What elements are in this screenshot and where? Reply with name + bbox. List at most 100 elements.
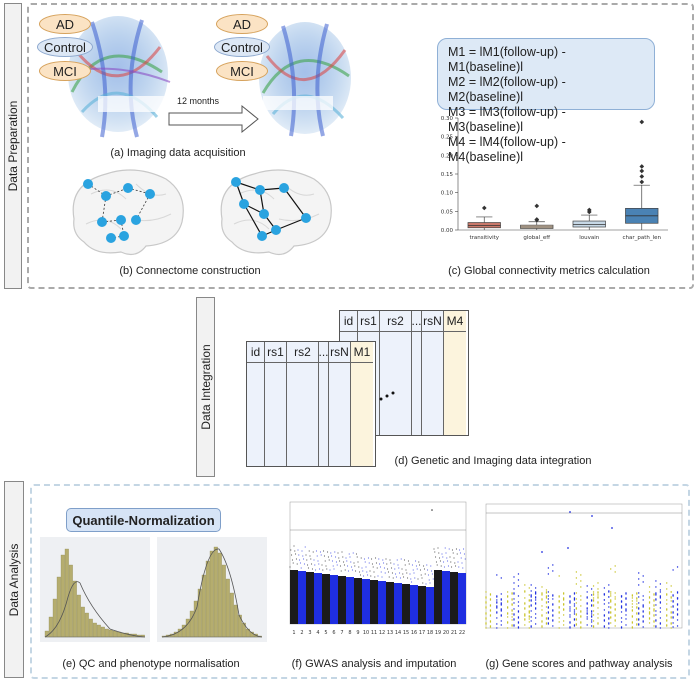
table-column: id xyxy=(247,342,265,466)
gene-point xyxy=(676,614,679,616)
gene-point xyxy=(603,599,606,601)
snp-point xyxy=(443,566,445,568)
gene-point xyxy=(534,587,537,589)
tractography-baseline xyxy=(66,16,171,138)
gene-point xyxy=(603,619,606,621)
gene-point xyxy=(631,615,634,617)
chromosome-band xyxy=(330,575,338,624)
outlier-point: ◆ xyxy=(587,208,592,215)
snp-point xyxy=(376,567,378,569)
gene-point xyxy=(530,600,532,602)
snp-point xyxy=(381,576,383,578)
gene-point xyxy=(547,591,550,593)
gene-point xyxy=(648,607,651,609)
snp-point xyxy=(320,554,322,556)
gene-point xyxy=(610,600,612,602)
gene-point xyxy=(653,593,655,595)
gene-point xyxy=(648,601,651,603)
gene-point xyxy=(670,597,672,599)
gene-point xyxy=(545,617,548,619)
connectome-brain-left xyxy=(72,169,184,256)
gene-point xyxy=(610,607,612,609)
snp-point xyxy=(351,569,353,571)
gene-point xyxy=(485,617,487,619)
gene-point xyxy=(496,623,498,625)
histogram-bar xyxy=(229,592,234,638)
density-curve xyxy=(44,581,146,638)
gene-point xyxy=(528,618,530,620)
snp-point xyxy=(343,564,345,566)
snp-point xyxy=(311,568,313,570)
gene-point xyxy=(620,607,623,609)
snp-point xyxy=(371,563,373,565)
gene-point xyxy=(608,596,610,598)
snp-point xyxy=(447,560,449,562)
snp-point xyxy=(375,562,377,564)
gene-point xyxy=(545,601,548,603)
snp-point xyxy=(419,564,421,566)
snp-point xyxy=(357,561,359,563)
snp-point xyxy=(383,567,385,569)
snp-point xyxy=(289,566,291,568)
gene-point xyxy=(676,597,679,599)
gene-point xyxy=(534,592,537,594)
gene-point xyxy=(573,625,576,627)
table-header-cell: rs1 xyxy=(265,342,286,363)
gene-point xyxy=(597,597,599,599)
snp-point xyxy=(395,576,397,578)
snp-point xyxy=(352,552,354,554)
snp-point xyxy=(417,578,419,580)
gene-point xyxy=(590,604,593,606)
snp-point xyxy=(331,560,333,562)
snp-point xyxy=(443,561,445,563)
gene-point xyxy=(573,598,576,600)
gene-point xyxy=(625,618,627,620)
snp-point xyxy=(307,567,309,569)
gene-point xyxy=(534,593,537,595)
gene-point xyxy=(500,604,502,606)
snp-point xyxy=(382,559,384,561)
snp-point xyxy=(371,558,373,560)
gene-point xyxy=(545,597,548,599)
snp-point xyxy=(385,558,387,560)
gene-point xyxy=(534,608,537,610)
snp-point xyxy=(329,569,331,571)
gene-point xyxy=(569,595,571,597)
gene-point xyxy=(485,622,487,624)
gene-point xyxy=(511,619,513,621)
snp-point xyxy=(456,553,458,555)
gene-point xyxy=(670,600,672,602)
gene-point xyxy=(580,615,582,617)
snp-point xyxy=(319,568,321,570)
gene-point xyxy=(670,622,672,624)
gene-point xyxy=(636,592,638,594)
snp-point xyxy=(394,568,396,570)
snp-point xyxy=(362,570,364,572)
gene-point xyxy=(597,601,599,603)
gene-hit xyxy=(569,511,571,513)
chromosome-label: 1 xyxy=(292,630,295,636)
snp-point xyxy=(419,569,421,571)
snp-point xyxy=(406,572,408,574)
gene-point xyxy=(608,623,610,625)
gene-point xyxy=(545,606,548,608)
gene-point xyxy=(513,624,515,626)
histogram-bar xyxy=(60,554,65,638)
chromosome-band xyxy=(306,572,314,624)
snp-point xyxy=(410,578,412,580)
gene-point xyxy=(524,608,526,610)
snp-point xyxy=(438,552,440,554)
snp-point xyxy=(369,570,371,572)
gene-point xyxy=(534,603,537,605)
gene-point xyxy=(610,599,612,601)
gene-point xyxy=(672,594,674,596)
gene-point xyxy=(638,596,640,598)
chromosome-label: 15 xyxy=(403,630,409,636)
gene-point xyxy=(580,622,582,624)
chromosome-band xyxy=(354,578,362,624)
snp-point xyxy=(458,566,460,568)
gene-point xyxy=(655,586,657,588)
gene-point xyxy=(653,610,655,612)
gene-point xyxy=(513,598,515,600)
chromosome-band xyxy=(314,573,322,624)
